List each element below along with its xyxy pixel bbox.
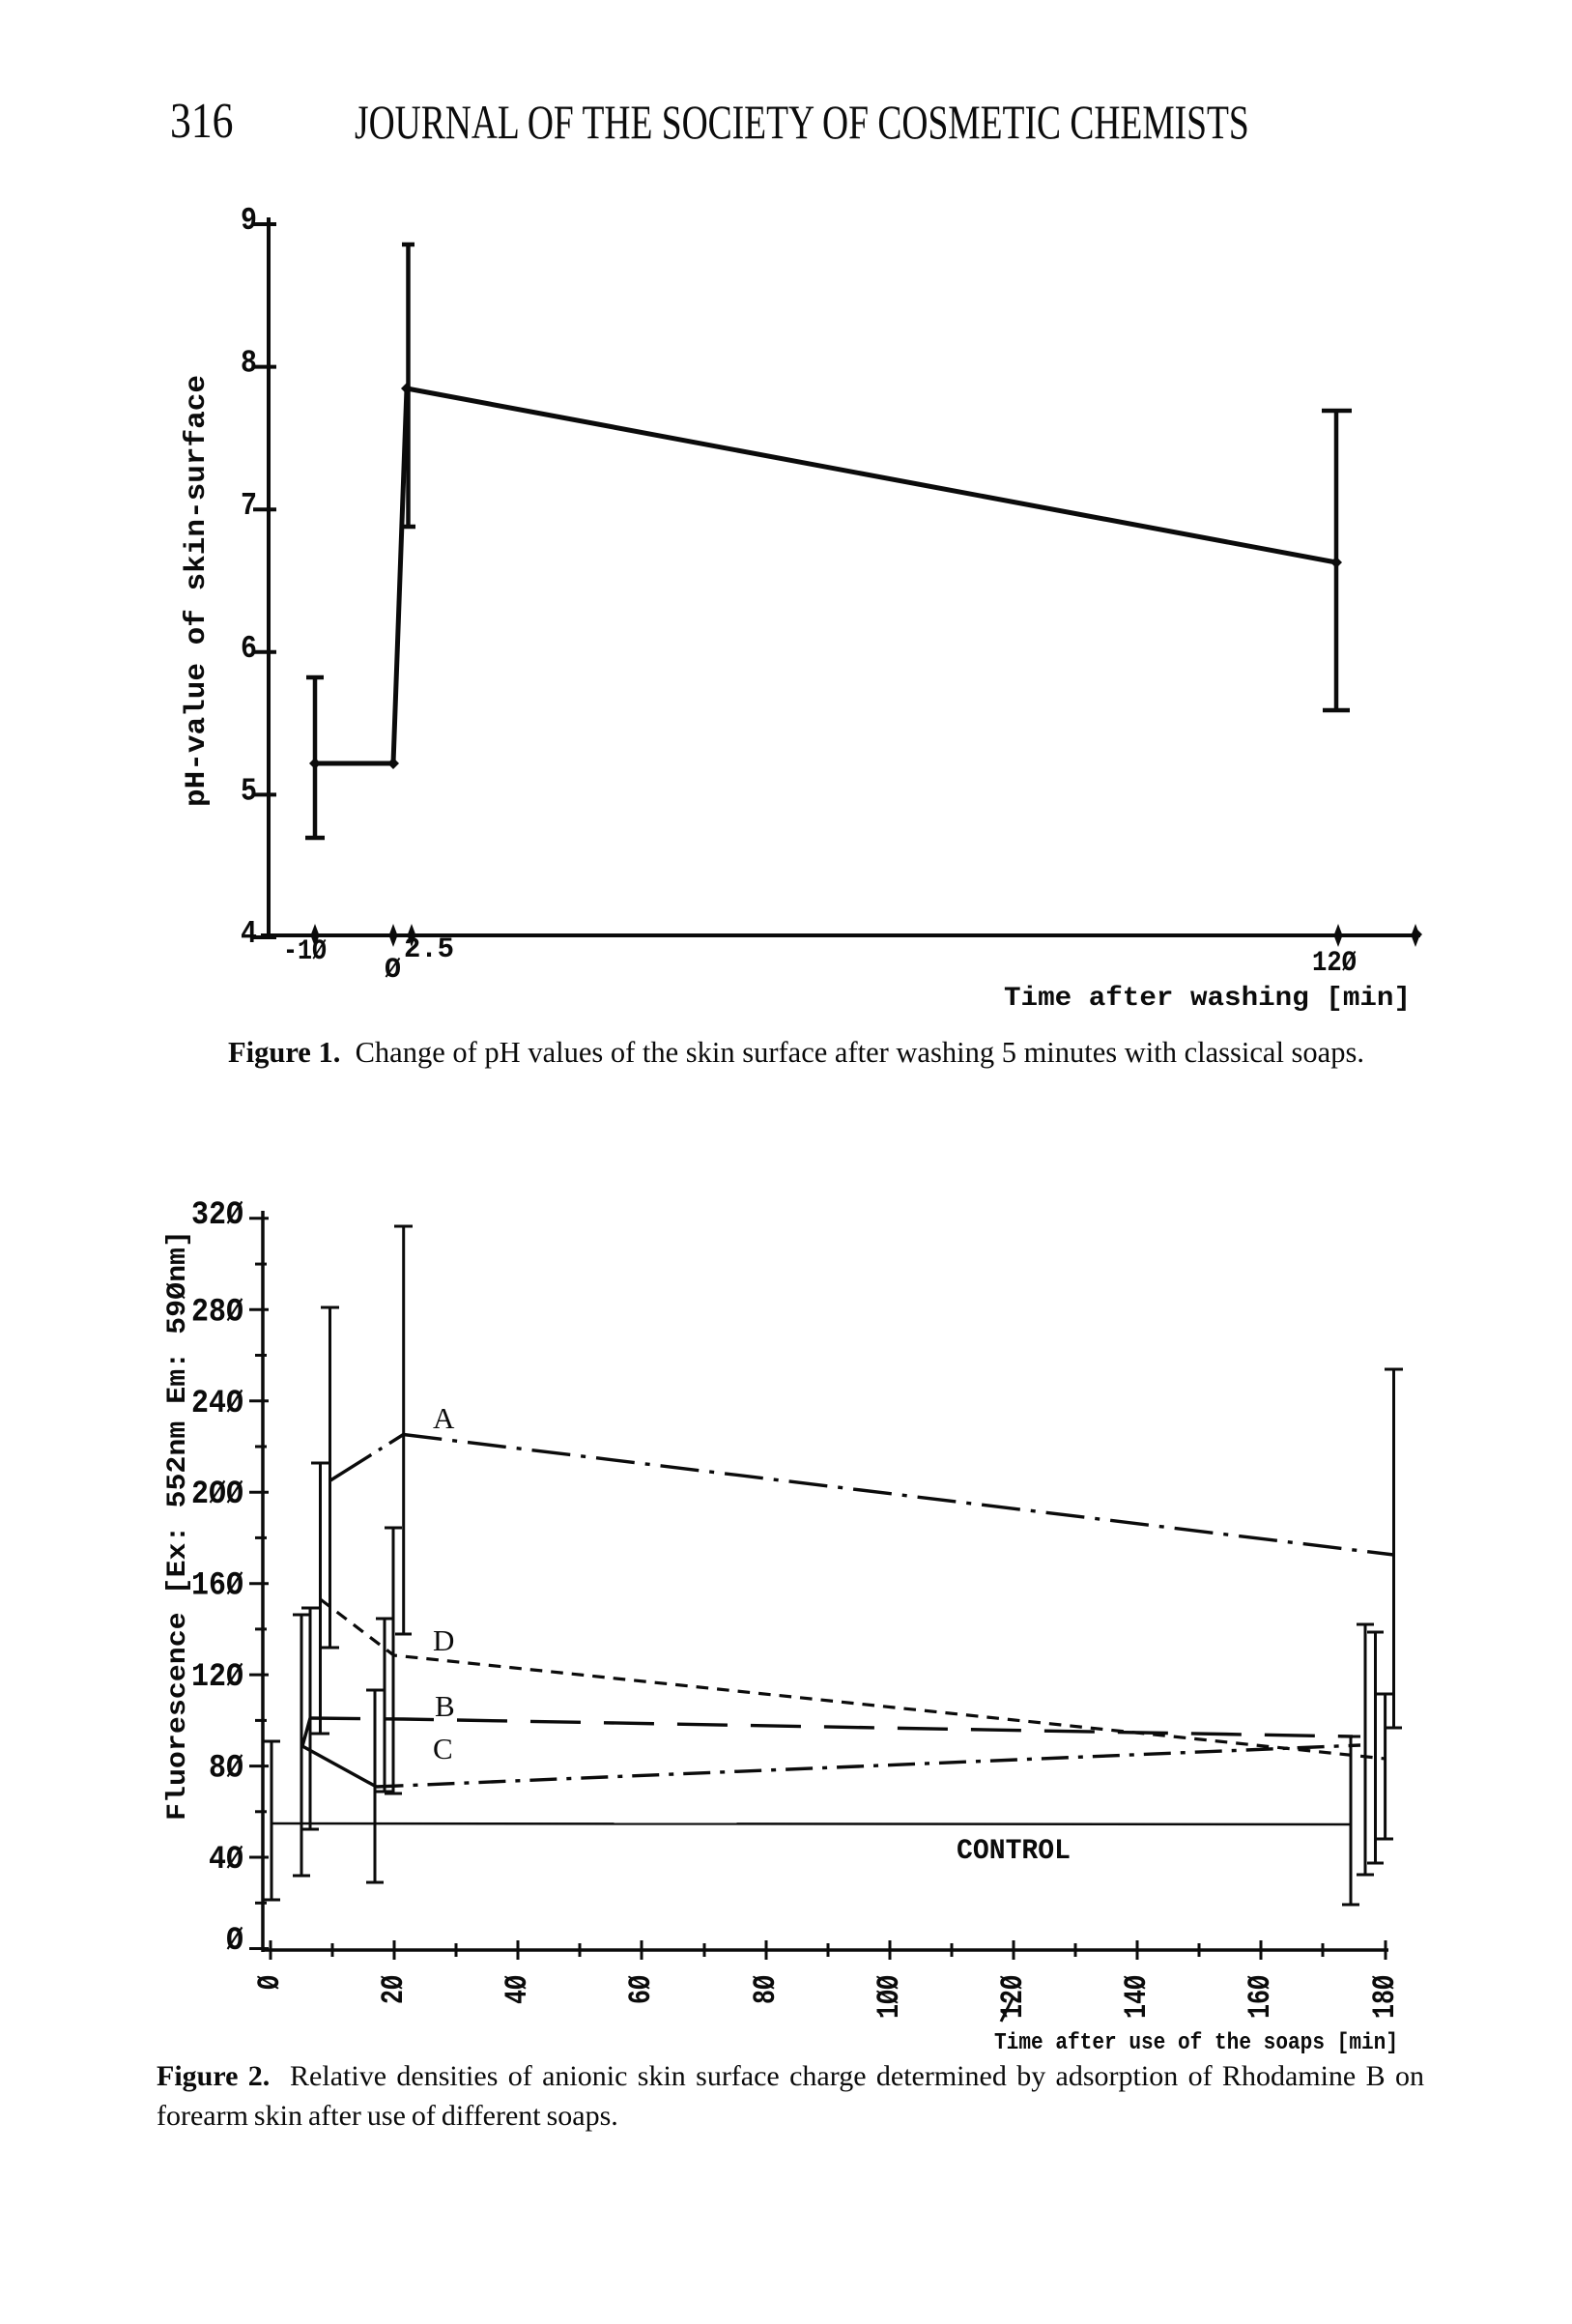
svg-text:pH-value of skin-surface: pH-value of skin-surface — [181, 375, 214, 807]
svg-text:2.5: 2.5 — [404, 933, 454, 966]
svg-text:32Ø: 32Ø — [191, 1197, 243, 1234]
svg-text:D: D — [433, 1623, 454, 1657]
svg-text:Fluorescence [Ex: 552nm Em:: Fluorescence [Ex: 552nm Em: 59Ønm] — [163, 1230, 193, 1821]
svg-text:5: 5 — [241, 773, 257, 809]
svg-text:2Ø: 2Ø — [376, 1975, 412, 2004]
svg-text:16Ø: 16Ø — [191, 1568, 243, 1605]
svg-text:12Ø: 12Ø — [995, 1975, 1031, 2019]
svg-text:Ø: Ø — [226, 1923, 243, 1960]
svg-text:C: C — [433, 1732, 453, 1765]
svg-text:6Ø: 6Ø — [623, 1975, 659, 2004]
svg-text:Time after washing [min]: Time after washing [min] — [1004, 984, 1411, 1014]
svg-text:12Ø: 12Ø — [191, 1659, 243, 1696]
svg-text:18Ø: 18Ø — [1367, 1975, 1403, 2019]
svg-text:2ØØ: 2ØØ — [191, 1477, 243, 1513]
svg-text:A: A — [433, 1401, 455, 1435]
svg-text:7: 7 — [241, 488, 257, 524]
svg-text:28Ø: 28Ø — [191, 1294, 243, 1331]
svg-text:Ø: Ø — [252, 1975, 288, 1990]
svg-text:24Ø: 24Ø — [191, 1386, 243, 1422]
svg-text:14Ø: 14Ø — [1119, 1975, 1155, 2019]
svg-text:4Ø: 4Ø — [500, 1975, 535, 2004]
svg-text:9: 9 — [241, 203, 257, 239]
svg-text:B: B — [435, 1689, 455, 1723]
svg-text:CONTROL: CONTROL — [957, 1835, 1071, 1868]
svg-text:12Ø: 12Ø — [1312, 947, 1357, 980]
svg-text:8: 8 — [241, 346, 257, 382]
svg-text:16Ø: 16Ø — [1243, 1975, 1278, 2019]
svg-text:Ø: Ø — [385, 954, 401, 987]
svg-text:8Ø: 8Ø — [748, 1975, 784, 2004]
svg-text:4Ø: 4Ø — [209, 1842, 243, 1879]
svg-text:-1Ø: -1Ø — [283, 935, 327, 968]
svg-text:4: 4 — [241, 916, 257, 952]
svg-text:6: 6 — [241, 631, 257, 667]
svg-text:8Ø: 8Ø — [209, 1751, 243, 1788]
svg-text:Time after use of the soaps [m: Time after use of the soaps [min] — [994, 2030, 1398, 2056]
svg-text:1ØØ: 1ØØ — [872, 1975, 907, 2019]
